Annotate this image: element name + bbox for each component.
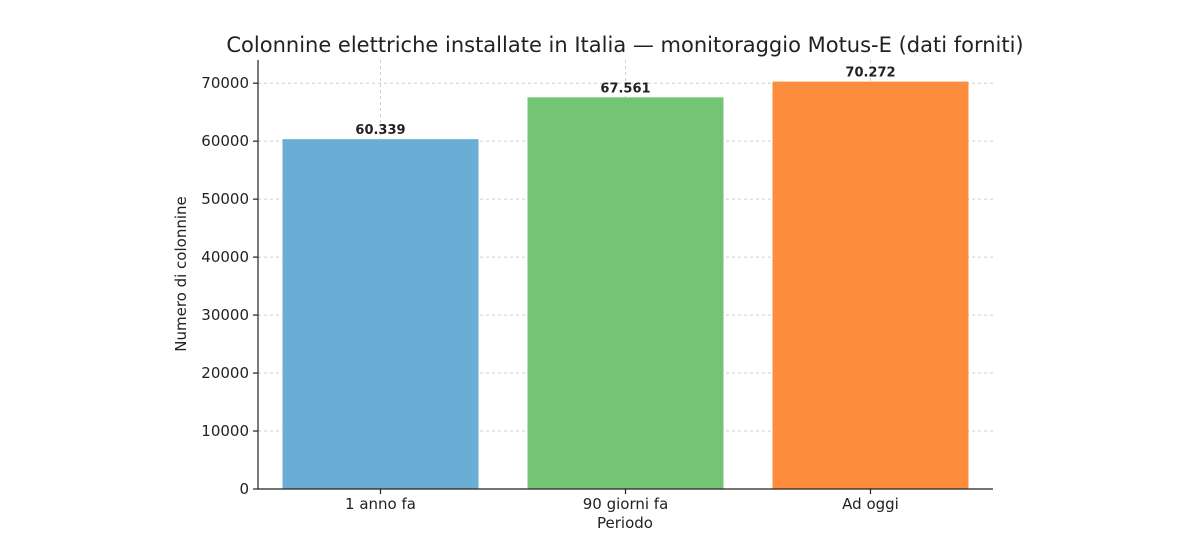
bar <box>282 139 479 489</box>
bar <box>527 97 724 489</box>
x-axis-label: Periodo <box>597 514 653 532</box>
bar-value-label: 60.339 <box>355 123 405 138</box>
bar-value-label: 70.272 <box>845 66 895 81</box>
y-tick-label: 50000 <box>201 190 249 208</box>
x-tick-label: 1 anno fa <box>345 495 416 513</box>
y-tick-label: 60000 <box>201 132 249 150</box>
bar <box>772 81 969 489</box>
data-labels: 60.339 67.561 70.272 <box>355 66 895 139</box>
x-tick-label: Ad oggi <box>842 495 899 513</box>
bars <box>282 81 969 489</box>
x-ticks: 1 anno fa 90 giorni fa Ad oggi <box>345 489 899 513</box>
x-tick-label: 90 giorni fa <box>583 495 669 513</box>
y-tick-label: 70000 <box>201 74 249 92</box>
y-ticks: 0 10000 20000 30000 40000 50000 60000 70000 <box>201 74 258 498</box>
y-axis-label: Numero di colonnine <box>172 196 190 352</box>
y-tick-label: 20000 <box>201 364 249 382</box>
y-tick-label: 30000 <box>201 306 249 324</box>
y-tick-label: 10000 <box>201 422 249 440</box>
y-tick-label: 40000 <box>201 248 249 266</box>
chart-title: Colonnine elettriche installate in Itali… <box>226 33 1023 57</box>
bar-value-label: 67.561 <box>600 81 650 96</box>
y-tick-label: 0 <box>239 480 249 498</box>
